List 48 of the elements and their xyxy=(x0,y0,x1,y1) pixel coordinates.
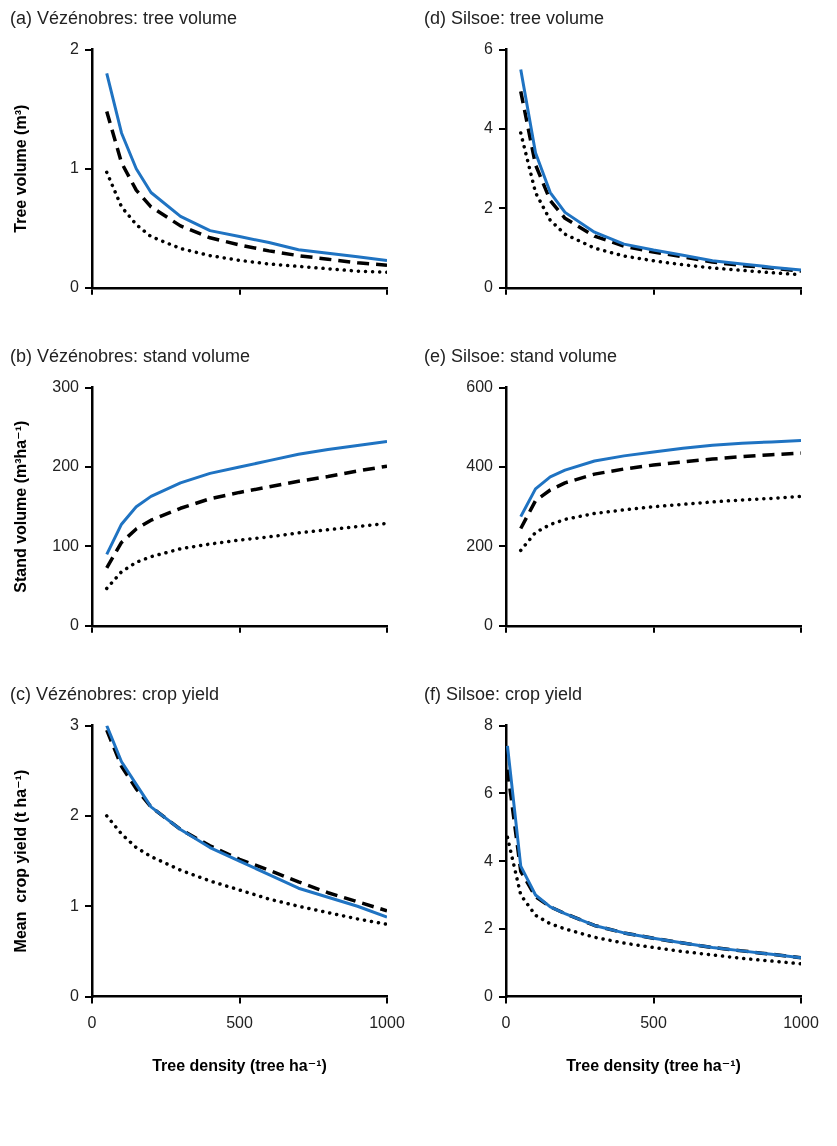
y-tick-label: 100 xyxy=(52,536,80,554)
line-series xyxy=(105,464,387,570)
y-tick-label: 8 xyxy=(484,716,494,734)
y-tick-label: 600 xyxy=(466,378,494,396)
y-tick-label: 1 xyxy=(70,159,80,177)
x-tick-label: 0 xyxy=(501,1013,511,1031)
y-tick-label: 4 xyxy=(484,851,494,869)
chart-title: (f) Silsoe: crop yield xyxy=(423,684,584,706)
line-series xyxy=(105,814,387,927)
x-tick-label: 500 xyxy=(640,1013,667,1031)
y-tick-label: 200 xyxy=(466,536,494,554)
x-tick-label: 500 xyxy=(226,1013,253,1031)
line-series xyxy=(105,521,387,591)
y-tick-label: 200 xyxy=(52,457,80,475)
y-tick-label: 0 xyxy=(484,987,494,1005)
y-tick-label: 0 xyxy=(70,616,80,634)
line-series xyxy=(519,451,801,531)
y-tick-label: 6 xyxy=(484,783,494,801)
line-series xyxy=(105,170,387,275)
y-tick-label: 6 xyxy=(484,40,494,58)
x-tick-label: 1000 xyxy=(783,1013,819,1031)
x-tick-label: 0 xyxy=(87,1013,97,1031)
chart-title: (c) Vézénobres: crop yield xyxy=(9,684,221,706)
x-tick-label: 1000 xyxy=(369,1013,405,1031)
y-tick-label: 3 xyxy=(70,716,80,734)
x-axis-title: Tree density (tree ha⁻¹) xyxy=(566,1056,741,1074)
y-tick-label: 400 xyxy=(466,457,494,475)
y-axis-title: Stand volume (m³ha⁻¹) xyxy=(12,420,30,593)
x-axis-title: Tree density (tree ha⁻¹) xyxy=(152,1056,327,1074)
y-tick-label: 0 xyxy=(70,278,80,296)
y-tick-label: 300 xyxy=(52,378,80,396)
y-tick-label: 2 xyxy=(70,40,80,58)
chart-title: (a) Vézénobres: tree volume xyxy=(9,8,239,30)
y-tick-label: 2 xyxy=(484,919,494,937)
y-tick-label: 1 xyxy=(70,896,80,914)
line-series xyxy=(105,109,387,267)
chart-title: (d) Silsoe: tree volume xyxy=(423,8,606,30)
y-tick-label: 0 xyxy=(70,987,80,1005)
y-tick-label: 4 xyxy=(484,119,494,137)
y-tick-label: 2 xyxy=(484,198,494,216)
chart-title: (e) Silsoe: stand volume xyxy=(423,346,619,368)
y-tick-label: 0 xyxy=(484,278,494,296)
y-axis-title: Tree volume (m³) xyxy=(12,104,30,233)
line-series xyxy=(519,494,801,553)
y-tick-label: 0 xyxy=(484,616,494,634)
y-axis-title: Mean crop yield (t ha⁻¹) xyxy=(12,769,30,953)
y-tick-label: 2 xyxy=(70,806,80,824)
chart-title: (b) Vézénobres: stand volume xyxy=(9,346,252,368)
